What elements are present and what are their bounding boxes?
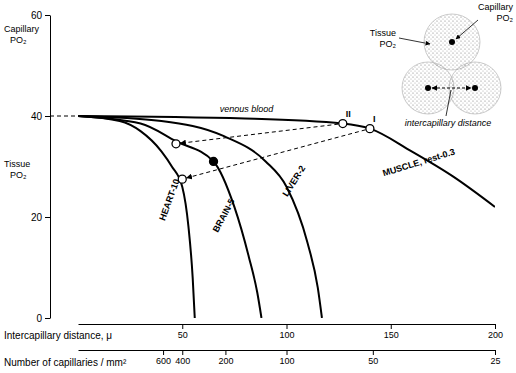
capillary [449,39,455,45]
x-axis-title: Intercapillary distance, μ [4,330,112,341]
x-tick: 200 [488,324,503,340]
y-tick-label: 60 [31,10,43,21]
point-label: I [373,114,376,124]
x-tick-mark [287,324,288,329]
x-tick-mark [182,324,183,329]
capillary [425,85,431,91]
y-tick: 60 [31,10,50,21]
y-tick-mark [45,217,50,218]
inset-label: intercapillary distance [405,118,492,128]
point-label: II [346,109,351,119]
curve [78,116,495,207]
x2-tick: 400 [175,350,190,366]
distance-arrow [432,88,471,89]
y-tick-label: 20 [31,212,43,223]
point [210,157,218,165]
x-tick-mark [391,324,392,329]
y-tick-label: 0 [36,313,42,324]
y-axis-line [50,16,51,319]
curve [78,116,322,318]
point [366,125,374,133]
x2-tick-label: 600 [156,356,171,366]
x-tick-label: 150 [384,330,399,340]
x2-tick-mark [225,350,226,355]
x-tick: 100 [279,324,294,340]
inset: intercapillary distance TissuePO₂ Capillar… [370,2,514,128]
plot-area [78,116,495,318]
x-tick: 50 [178,324,188,340]
x2-tick-mark [373,350,374,355]
y-tick: 0 [36,313,50,324]
tissue-cylinder [402,62,454,114]
arrow [180,124,338,143]
point [339,120,347,128]
x-tick-mark [495,324,496,329]
series-label: BRAIN-5 [211,197,237,234]
distance-pointer [446,90,451,116]
capillary [472,85,478,91]
x-axis: 50 100 150 200 [79,324,504,340]
y-axis: 0 20 40 60 [31,10,51,324]
y-tick-label: 40 [31,111,43,122]
y-tick: 20 [31,212,50,223]
x2-tick-mark [495,350,496,355]
curve [78,116,261,318]
x2-tick: 25 [490,350,500,366]
chart: 0 20 40 60 50 100 150 200 600 400 200 100 50 25 Capill… [0,0,516,373]
x2-tick: 600 [156,350,171,366]
x2-tick-label: 200 [218,356,233,366]
axis-title: TissuePO₂ [4,159,30,180]
x-tick-label: 50 [178,330,188,340]
x2-tick: 200 [218,350,233,366]
x2-axis-title: Number of capillaries / mm² [4,357,127,368]
x2-tick-mark [287,350,288,355]
capillary-pointer [456,20,478,39]
series-label: HEART-10 [157,178,181,222]
y-tick-mark [45,318,50,319]
series-label: LIVER-2 [281,164,308,199]
reference-line [50,116,78,117]
tissue-cylinder [449,62,501,114]
inset-label: TissuePO₂ [370,28,397,49]
x2-tick: 100 [279,350,294,366]
x2-tick-mark [163,350,164,355]
x-tick-label: 200 [488,330,503,340]
x2-tick: 50 [368,350,378,366]
y-tick-mark [45,15,50,16]
curve [78,116,195,318]
point [172,140,180,148]
y-tick: 40 [31,111,50,122]
x2-tick-mark [182,350,183,355]
x2-axis: 600 400 200 100 50 25 [79,350,501,366]
x2-tick-label: 100 [279,356,294,366]
reference-label: venous blood [220,104,275,114]
x-tick-label: 100 [279,330,294,340]
tissue-pointer [399,38,430,44]
x2-tick-label: 400 [175,356,190,366]
x-tick: 150 [384,324,399,340]
x2-tick-label: 25 [490,356,500,366]
inset-label: CapillaryPO₂ [478,2,514,23]
axis-title: CapillaryPO₂ [4,24,40,45]
x2-tick-label: 50 [368,356,378,366]
tissue-cylinder [424,14,480,70]
y-tick-mark [45,116,50,117]
arrow [187,130,366,178]
series-label: MUSCLE, rest-0.3 [381,147,456,179]
